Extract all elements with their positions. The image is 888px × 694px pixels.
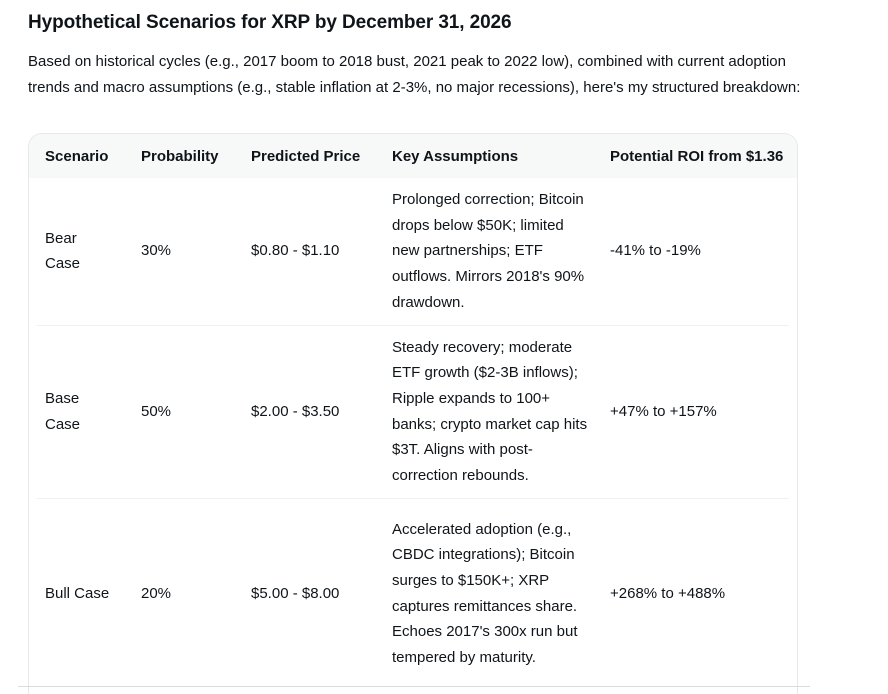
cell-predicted-price: $0.80 - $1.10 bbox=[251, 242, 340, 260]
table-header-row: Scenario Probability Predicted Price Key… bbox=[29, 134, 797, 178]
cell-roi: +47% to +157% bbox=[610, 402, 717, 420]
table-body: Bear Case 30% $0.80 - $1.10 Prolonged co… bbox=[29, 178, 797, 689]
header-key-assumptions: Key Assumptions bbox=[392, 147, 519, 165]
scenario-name-line1: Bear bbox=[45, 229, 77, 247]
cell-key-assumptions: Prolonged correction; Bitcoin drops belo… bbox=[392, 178, 610, 325]
cell-key-assumptions: Steady recovery; moderate ETF growth ($2… bbox=[392, 326, 610, 498]
header-scenario: Scenario bbox=[45, 147, 109, 165]
assumptions-text: Steady recovery; moderate ETF growth ($2… bbox=[392, 338, 588, 485]
cell-roi: -41% to -19% bbox=[610, 242, 701, 260]
scenario-name-line2: Case bbox=[45, 415, 81, 433]
header-probability: Probability bbox=[141, 147, 219, 165]
divider-line bbox=[36, 324, 789, 326]
divider-line bbox=[36, 497, 789, 499]
cell-scenario: Bear Case bbox=[29, 178, 141, 325]
cell-predicted-price: $2.00 - $3.50 bbox=[251, 402, 340, 420]
scenario-name-line1: Base bbox=[45, 389, 80, 407]
response-content: Hypothetical Scenarios for XRP by Decemb… bbox=[28, 0, 828, 100]
row-divider bbox=[29, 497, 797, 499]
scenario-table-container[interactable]: Scenario Probability Predicted Price Key… bbox=[28, 133, 798, 694]
scenario-name-line2: Case bbox=[45, 255, 81, 273]
intro-paragraph: Based on historical cycles (e.g., 2017 b… bbox=[28, 53, 801, 96]
cell-roi: +268% to +488% bbox=[610, 584, 726, 602]
table-row-bear: Bear Case 30% $0.80 - $1.10 Prolonged co… bbox=[29, 178, 797, 325]
cell-key-assumptions: Accelerated adoption (e.g., CBDC integra… bbox=[392, 499, 610, 689]
table-row-bull: Bull Case 20% $5.00 - $8.00 Accelerated … bbox=[29, 499, 797, 689]
assumptions-text: Prolonged correction; Bitcoin drops belo… bbox=[392, 191, 585, 311]
scroll-container-edge bbox=[18, 686, 810, 687]
row-divider bbox=[29, 324, 797, 326]
section-heading: Hypothetical Scenarios for XRP by Decemb… bbox=[28, 12, 512, 33]
assumptions-text: Accelerated adoption (e.g., CBDC integra… bbox=[392, 520, 578, 667]
scenario-name-line1: Bull Case bbox=[45, 584, 110, 602]
header-predicted-price: Predicted Price bbox=[251, 147, 361, 165]
table-row-base: Base Case 50% $2.00 - $3.50 Steady recov… bbox=[29, 326, 797, 498]
table-header: Scenario Probability Predicted Price Key… bbox=[29, 134, 797, 178]
cell-probability: 20% bbox=[141, 584, 172, 602]
cell-scenario: Bull Case bbox=[29, 499, 141, 689]
cell-scenario: Base Case bbox=[29, 326, 141, 498]
header-potential-roi: Potential ROI from $1.36 bbox=[610, 147, 784, 165]
scenario-table: Scenario Probability Predicted Price Key… bbox=[29, 134, 797, 689]
cell-probability: 50% bbox=[141, 402, 172, 420]
cell-predicted-price: $5.00 - $8.00 bbox=[251, 584, 340, 602]
cell-probability: 30% bbox=[141, 242, 172, 260]
